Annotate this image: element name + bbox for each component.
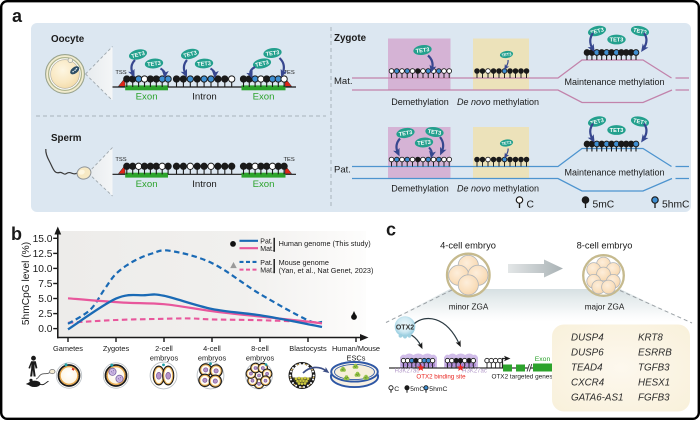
svg-text:TET3: TET3 xyxy=(265,50,279,58)
svg-text:a: a xyxy=(12,6,23,26)
svg-text:Mat.: Mat. xyxy=(260,268,274,275)
svg-text:embryos: embryos xyxy=(150,353,179,362)
svg-text:8-cell embryo: 8-cell embryo xyxy=(577,241,633,251)
svg-text:Sperm: Sperm xyxy=(51,133,82,144)
svg-text:TET3: TET3 xyxy=(590,27,605,36)
svg-text:0.0: 0.0 xyxy=(38,324,52,335)
svg-text:5hmC: 5hmC xyxy=(429,386,447,393)
svg-text:TGFB3: TGFB3 xyxy=(638,363,670,374)
svg-text:GATA6-AS1: GATA6-AS1 xyxy=(571,393,623,404)
svg-text:TSS: TSS xyxy=(115,70,126,76)
svg-text:TET3: TET3 xyxy=(183,50,198,59)
svg-text:TET3: TET3 xyxy=(417,140,431,147)
svg-text:Maintenance methylation: Maintenance methylation xyxy=(564,77,664,87)
svg-text:7.5: 7.5 xyxy=(38,279,52,290)
svg-text:OTX2 targeted genes: OTX2 targeted genes xyxy=(491,373,552,380)
svg-text:(Yan, et al., Nat Genet, 2023): (Yan, et al., Nat Genet, 2023) xyxy=(279,266,374,275)
svg-text:TET3: TET3 xyxy=(427,129,441,137)
svg-text:TET3: TET3 xyxy=(415,47,429,55)
svg-text:Human/Mouse: Human/Mouse xyxy=(332,344,380,353)
svg-text:TET3: TET3 xyxy=(610,128,624,134)
svg-text:Gametes: Gametes xyxy=(53,344,83,353)
svg-text:TET3: TET3 xyxy=(590,118,605,127)
svg-text:KRT8: KRT8 xyxy=(638,333,663,344)
svg-text:Pat.: Pat. xyxy=(260,239,273,246)
svg-text:TET3: TET3 xyxy=(610,38,624,44)
svg-text:Intron: Intron xyxy=(192,92,217,103)
svg-text:15.0: 15.0 xyxy=(33,234,53,245)
svg-text:ESRRB: ESRRB xyxy=(638,348,672,359)
svg-text:4-cell: 4-cell xyxy=(203,344,221,353)
svg-text:5mC: 5mC xyxy=(593,200,615,211)
svg-text:De novo methylation: De novo methylation xyxy=(457,184,539,194)
svg-text:C: C xyxy=(527,200,535,211)
svg-text:embryos: embryos xyxy=(246,353,275,362)
svg-text:H3K27ac: H3K27ac xyxy=(395,369,420,375)
svg-text:HESX1: HESX1 xyxy=(638,378,670,389)
svg-text:Zygote: Zygote xyxy=(334,33,367,44)
svg-text:12.5: 12.5 xyxy=(33,249,53,260)
svg-text:2-cell: 2-cell xyxy=(155,344,173,353)
svg-text:embryos: embryos xyxy=(198,353,227,362)
svg-text:Blastocysts: Blastocysts xyxy=(289,344,327,353)
svg-text:FGFB3: FGFB3 xyxy=(638,393,670,404)
svg-text:2.5: 2.5 xyxy=(38,309,52,320)
svg-text:Exon: Exon xyxy=(136,92,158,103)
svg-text:DUSP6: DUSP6 xyxy=(571,348,604,359)
svg-text:TET3: TET3 xyxy=(632,28,647,37)
svg-text:TET3: TET3 xyxy=(501,140,512,146)
svg-text:Human genome (This study): Human genome (This study) xyxy=(279,239,371,248)
svg-text:Mouse genome: Mouse genome xyxy=(279,258,329,267)
svg-text:CXCR4: CXCR4 xyxy=(571,378,605,389)
svg-text:5hmCpG level (%): 5hmCpG level (%) xyxy=(21,242,32,325)
svg-text:Demethylation: Demethylation xyxy=(391,97,449,107)
svg-text:TET3: TET3 xyxy=(255,60,270,69)
svg-text:4-cell embryo: 4-cell embryo xyxy=(440,241,496,251)
svg-text:De novo methylation: De novo methylation xyxy=(457,97,539,107)
svg-text:8-cell: 8-cell xyxy=(251,344,269,353)
svg-text:Zygotes: Zygotes xyxy=(103,344,130,353)
svg-text:ESCs: ESCs xyxy=(347,353,366,362)
svg-text:c: c xyxy=(386,220,396,240)
svg-text:Intron: Intron xyxy=(192,179,217,190)
svg-text:Exon: Exon xyxy=(253,92,275,103)
svg-text:b: b xyxy=(11,224,22,244)
svg-text:TET3: TET3 xyxy=(197,61,211,68)
svg-text:Pat.: Pat. xyxy=(334,165,351,176)
svg-text:Exon: Exon xyxy=(136,179,158,190)
svg-text:OTX2 binding site: OTX2 binding site xyxy=(416,373,466,380)
svg-text:DUSP4: DUSP4 xyxy=(571,333,604,344)
svg-text:10.0: 10.0 xyxy=(33,264,53,275)
svg-text:Mat.: Mat. xyxy=(334,76,352,87)
svg-text:Exon: Exon xyxy=(535,356,551,363)
svg-text:TET3: TET3 xyxy=(398,130,413,138)
svg-text:TET3: TET3 xyxy=(501,51,512,57)
svg-text:5hmC: 5hmC xyxy=(662,200,690,211)
svg-text:5.0: 5.0 xyxy=(38,294,52,305)
svg-text:TEAD4: TEAD4 xyxy=(571,363,603,374)
svg-text:TES: TES xyxy=(284,157,295,163)
svg-text:C: C xyxy=(394,386,399,393)
svg-text:TET3: TET3 xyxy=(632,118,647,127)
svg-text:OTX2: OTX2 xyxy=(396,325,414,332)
svg-text:TSS: TSS xyxy=(115,157,126,163)
svg-text:Maintenance methylation: Maintenance methylation xyxy=(564,168,664,178)
svg-text:TES: TES xyxy=(284,70,295,76)
svg-text:Pat.: Pat. xyxy=(260,260,273,267)
svg-text:Oocyte: Oocyte xyxy=(51,34,85,45)
svg-text:TET3: TET3 xyxy=(147,61,161,68)
svg-text:major ZGA: major ZGA xyxy=(585,303,625,312)
svg-text:Mat.: Mat. xyxy=(260,246,274,253)
svg-text:5mC: 5mC xyxy=(410,386,424,393)
svg-text:Demethylation: Demethylation xyxy=(391,184,449,194)
svg-text:H3K27ac: H3K27ac xyxy=(462,369,487,375)
svg-text:minor ZGA: minor ZGA xyxy=(449,303,489,312)
svg-text:TET3: TET3 xyxy=(131,51,146,60)
svg-text:Exon: Exon xyxy=(253,179,275,190)
